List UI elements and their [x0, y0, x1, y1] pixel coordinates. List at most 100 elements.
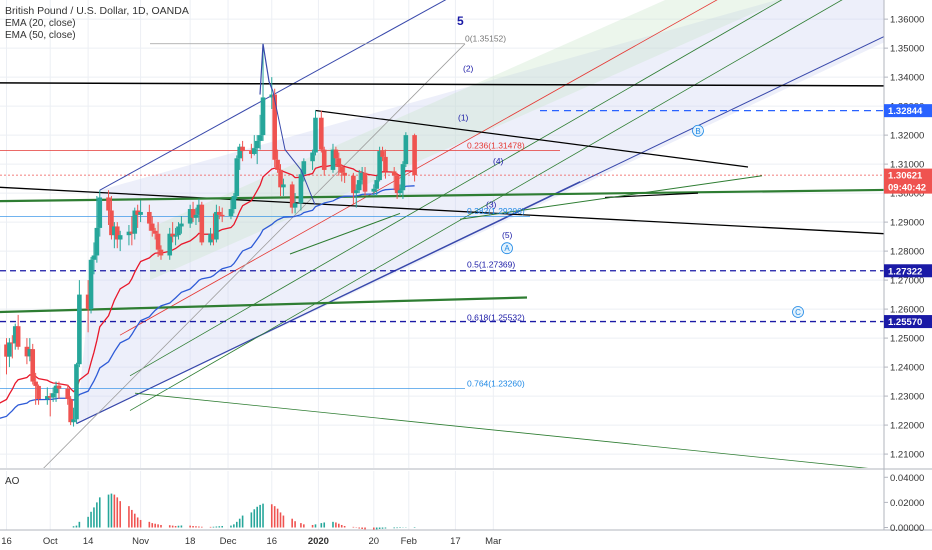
price-axis-label: 1.30000	[890, 189, 924, 200]
price-axis-label: 1.28000	[890, 247, 924, 258]
candle-body	[71, 419, 76, 423]
wave-circle	[692, 124, 704, 137]
candle-body	[257, 135, 263, 141]
candle-body	[354, 190, 359, 194]
candle-body	[356, 180, 362, 191]
fib-label: 0.382(1.29206)	[467, 206, 525, 216]
candle-body	[68, 398, 73, 423]
candle-body	[333, 149, 339, 159]
price-tag-label: 1.25570	[888, 317, 922, 328]
fib-label: 0.236(1.31478)	[467, 140, 525, 150]
wave-label-5: 5	[457, 14, 464, 28]
candle-body	[321, 149, 327, 170]
pitchfork-median-green-2	[129, 0, 783, 377]
price-tag-label: 1.32844	[888, 106, 923, 117]
candle-body	[269, 94, 275, 98]
candle-body	[216, 211, 222, 215]
time-axis-label: 16	[1, 536, 12, 547]
wave-label-B: B	[695, 127, 700, 136]
candle-body	[170, 233, 175, 237]
trendline-green-thin	[459, 175, 763, 220]
pitchfork-handle-dashed	[43, 43, 466, 468]
candle-body	[7, 342, 12, 357]
candle-body	[380, 151, 385, 157]
price-tag-bg	[884, 315, 932, 329]
candle-body	[147, 211, 152, 224]
ao-axis-label: 0.02000	[890, 498, 924, 509]
candle-body	[359, 172, 365, 181]
price-tag-label: 1.30621	[888, 171, 923, 182]
candle-body	[10, 342, 15, 344]
price-axis-label: 1.35000	[890, 44, 924, 55]
candle-body	[234, 158, 240, 197]
candle-body	[77, 294, 82, 365]
candle-body	[249, 151, 254, 154]
candle-body	[50, 393, 56, 398]
ema20-legend[interactable]: EMA (20, close)	[5, 18, 76, 29]
candle-body	[193, 214, 199, 218]
candle-body	[91, 255, 97, 260]
candle-body	[117, 235, 123, 240]
candle-body	[260, 97, 266, 136]
resistance-line-black	[0, 82, 884, 87]
candle-body	[129, 231, 135, 234]
ema50-legend[interactable]: EMA (50, close)	[5, 30, 76, 41]
candle-body	[289, 184, 295, 208]
time-axis-label: Feb	[401, 536, 417, 547]
pitchfork-median-red	[119, 0, 718, 336]
candle-body	[190, 209, 196, 218]
candle-body	[88, 259, 94, 310]
long-green-descending	[134, 392, 869, 468]
candle-body	[400, 164, 406, 191]
candle-body	[228, 209, 234, 217]
price-axis-label: 1.24000	[890, 363, 924, 374]
candle-body	[275, 159, 280, 170]
price-axis-label: 1.22000	[890, 421, 924, 432]
pitchfork-upper-line	[99, 0, 447, 191]
price-axis-label: 1.29000	[890, 218, 924, 229]
candle-body	[109, 210, 114, 236]
candle-body	[371, 188, 377, 192]
candle-body	[106, 197, 111, 211]
time-axis-label: Dec	[220, 536, 237, 547]
candle-body	[112, 226, 117, 236]
price-tag-bg	[884, 168, 932, 182]
price-tag-bg	[884, 180, 932, 194]
candle-body	[74, 364, 79, 420]
wave-label-A: A	[504, 244, 510, 253]
candle-body	[211, 233, 216, 240]
price-tag-label: 1.27322	[888, 266, 922, 277]
price-axis-label: 1.23000	[890, 392, 924, 403]
pitchfork-band-upper	[150, 0, 784, 281]
candle-body	[237, 146, 242, 159]
time-axis-label: 14	[83, 536, 94, 547]
candle-body	[45, 396, 50, 399]
price-tag-bg	[884, 104, 932, 118]
candle-body	[231, 196, 237, 210]
candle-body	[391, 171, 397, 176]
candle-body	[394, 175, 400, 194]
candle-body	[33, 381, 38, 386]
candle-body	[179, 223, 184, 227]
time-axis-label: 18	[185, 536, 196, 547]
candle-body	[187, 209, 193, 224]
candle-body	[53, 385, 59, 394]
time-axis-label: Oct	[43, 536, 58, 547]
candle-body	[254, 140, 260, 149]
chart-title[interactable]: British Pound / U.S. Dollar, 1D, OANDA	[5, 5, 189, 17]
candle-body	[94, 227, 100, 256]
trendline-green-nov	[289, 212, 401, 255]
trendline-green-upper	[0, 188, 884, 203]
candle-body	[336, 158, 342, 168]
candle-body	[149, 223, 155, 231]
candle-body	[319, 117, 324, 150]
price-axis-label: 1.34000	[890, 73, 924, 84]
candle-body	[12, 326, 18, 344]
candle-body	[313, 117, 318, 153]
candle-body	[310, 152, 315, 162]
candle-body	[4, 344, 9, 357]
ao-legend[interactable]: AO	[5, 476, 20, 487]
price-axis-label: 1.27000	[890, 276, 924, 287]
